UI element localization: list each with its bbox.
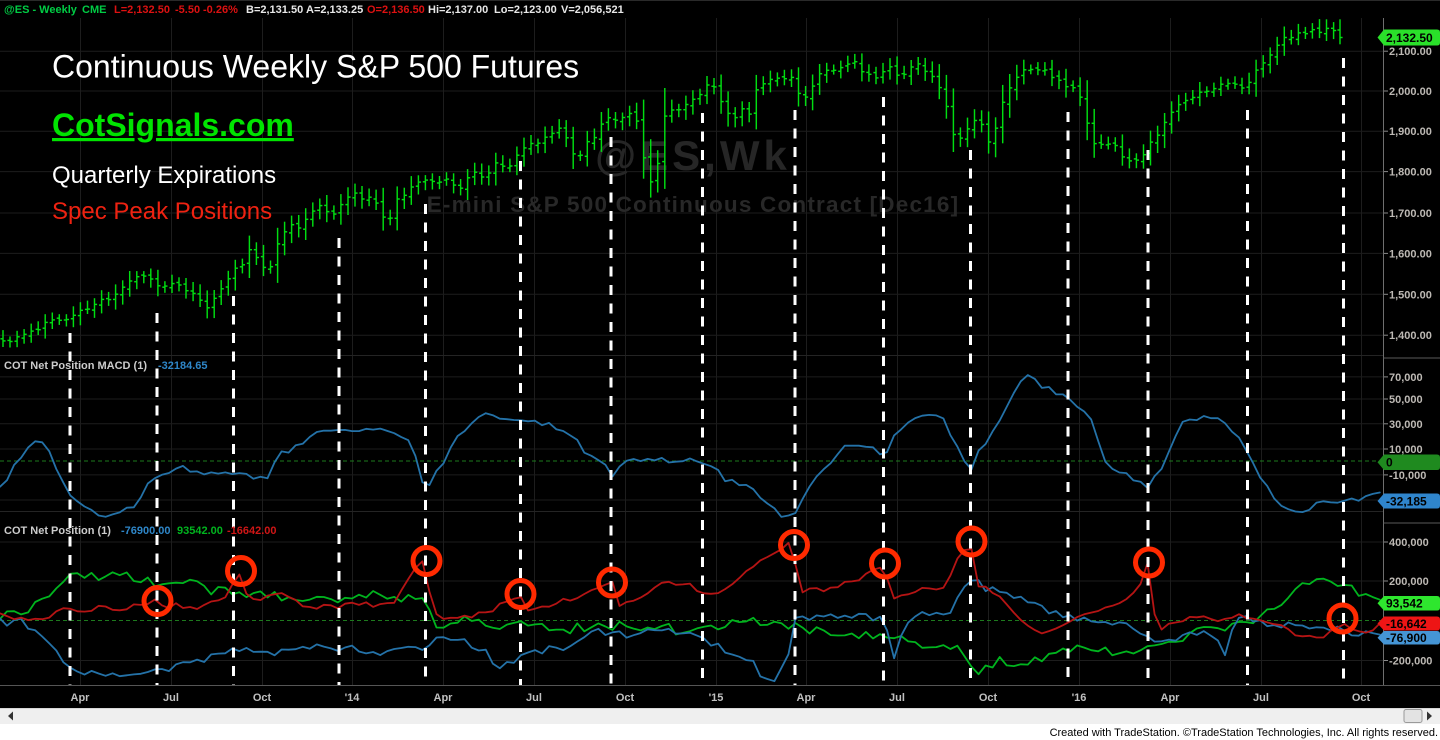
svg-text:Oct: Oct [979,692,998,704]
svg-text:200,000: 200,000 [1389,576,1429,588]
svg-text:1,900.00: 1,900.00 [1389,126,1432,138]
svg-text:Jul: Jul [163,692,179,704]
svg-text:A=2,133.25: A=2,133.25 [306,4,363,16]
svg-text:CME: CME [82,4,106,16]
svg-text:Lo=2,123.00: Lo=2,123.00 [494,4,557,16]
svg-text:Jul: Jul [889,692,905,704]
svg-text:-200,000: -200,000 [1389,656,1432,668]
svg-text:-76900.00: -76900.00 [121,525,171,537]
svg-text:L=2,132.50: L=2,132.50 [114,4,170,16]
svg-text:-0.26%: -0.26% [203,4,238,16]
svg-text:Apr: Apr [797,692,817,704]
svg-text:Jul: Jul [526,692,542,704]
svg-text:-16642.00: -16642.00 [227,525,277,537]
svg-text:-32184.65: -32184.65 [158,360,208,372]
svg-text:'15: '15 [709,692,724,704]
svg-text:Spec Peak Positions: Spec Peak Positions [52,198,272,225]
svg-text:Created with TradeStation. ©Tr: Created with TradeStation. ©TradeStation… [1050,727,1438,739]
svg-text:'14: '14 [345,692,361,704]
svg-text:@ES - Weekly: @ES - Weekly [4,4,78,16]
svg-text:50,000: 50,000 [1389,394,1423,406]
svg-text:0: 0 [1386,456,1393,470]
svg-text:Jul: Jul [1253,692,1269,704]
svg-text:93,542: 93,542 [1386,597,1423,611]
svg-text:-76,900: -76,900 [1386,631,1427,645]
svg-text:Apr: Apr [71,692,91,704]
svg-text:Apr: Apr [434,692,454,704]
svg-text:-16,642: -16,642 [1386,617,1427,631]
svg-text:1,500.00: 1,500.00 [1389,289,1432,301]
svg-text:Oct: Oct [616,692,635,704]
svg-text:-32,185: -32,185 [1386,494,1427,508]
svg-text:2,132.50: 2,132.50 [1386,31,1433,45]
svg-text:1,700.00: 1,700.00 [1389,208,1432,220]
svg-text:-10,000: -10,000 [1389,470,1426,482]
svg-text:COT Net Position MACD (1): COT Net Position MACD (1) [4,360,147,372]
svg-text:Oct: Oct [1352,692,1371,704]
svg-text:Oct: Oct [253,692,272,704]
svg-text:Apr: Apr [1161,692,1181,704]
svg-text:Continuous Weekly S&P 500 Futu: Continuous Weekly S&P 500 Futures [52,49,579,85]
svg-text:CotSignals.com: CotSignals.com [52,107,294,143]
svg-text:1,600.00: 1,600.00 [1389,248,1432,260]
svg-text:E-mini S&P 500 Continuous Cont: E-mini S&P 500 Continuous Contract [Dec1… [427,192,960,217]
svg-text:1,800.00: 1,800.00 [1389,167,1432,179]
svg-text:93542.00: 93542.00 [177,525,223,537]
svg-text:@ES,Wk: @ES,Wk [595,132,791,179]
svg-text:1,400.00: 1,400.00 [1389,330,1432,342]
svg-text:70,000: 70,000 [1389,372,1423,384]
svg-text:10,000: 10,000 [1389,444,1423,456]
svg-text:'16: '16 [1072,692,1087,704]
svg-text:COT Net Position (1): COT Net Position (1) [4,525,111,537]
svg-text:V=2,056,521: V=2,056,521 [561,4,624,16]
svg-text:400,000: 400,000 [1389,537,1429,549]
svg-text:B=2,131.50: B=2,131.50 [246,4,303,16]
svg-text:Quarterly Expirations: Quarterly Expirations [52,162,276,189]
svg-text:2,000.00: 2,000.00 [1389,86,1432,98]
svg-text:Hi=2,137.00: Hi=2,137.00 [428,4,488,16]
svg-text:2,100.00: 2,100.00 [1389,46,1432,58]
svg-text:30,000: 30,000 [1389,419,1423,431]
svg-text:O=2,136.50: O=2,136.50 [367,4,425,16]
svg-text:-5.50: -5.50 [175,4,200,16]
